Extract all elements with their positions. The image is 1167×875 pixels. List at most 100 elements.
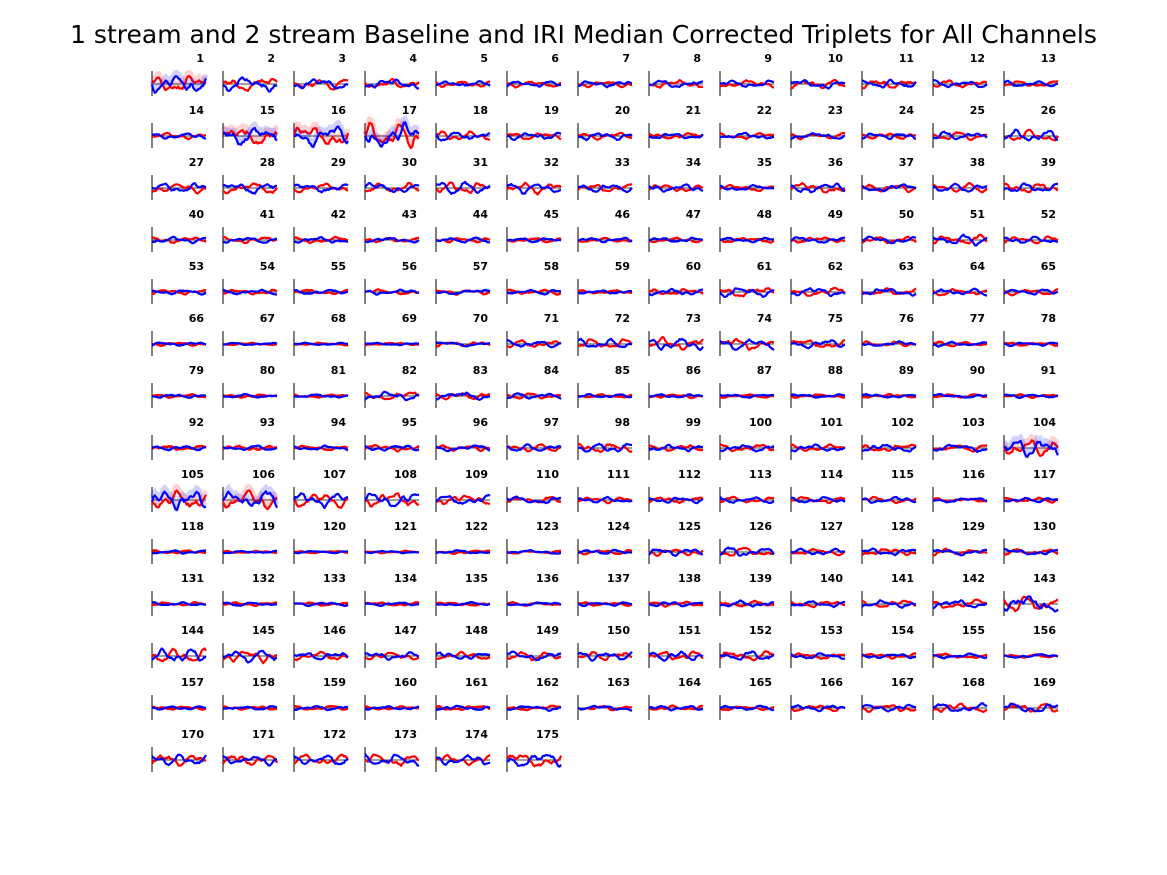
- series-1-line: [506, 392, 562, 400]
- panel-3: 3: [293, 52, 349, 96]
- panel-65: 65: [1003, 260, 1059, 304]
- series-2-line: [435, 288, 491, 295]
- series-1-line: [932, 79, 988, 89]
- panel-76: 76: [861, 312, 917, 356]
- series-1-line: [222, 754, 279, 766]
- panel-label: 49: [828, 208, 843, 221]
- panel-label: 132: [252, 572, 275, 585]
- panel-label: 11: [899, 52, 914, 65]
- panel-149: 149: [506, 624, 562, 668]
- panel-label: 42: [331, 208, 346, 221]
- series-2-line: [790, 236, 845, 244]
- series-2-line: [719, 393, 775, 399]
- panel-label: 96: [473, 416, 489, 429]
- panel-161: 161: [435, 676, 491, 720]
- panel-label: 53: [189, 260, 204, 273]
- panel-54: 54: [222, 260, 278, 304]
- series-2-line: [293, 236, 349, 244]
- panel-label: 164: [678, 676, 701, 689]
- panel-159: 159: [293, 676, 349, 720]
- series-1-line: [719, 495, 775, 504]
- panel-label: 55: [331, 260, 346, 273]
- panel-label: 118: [181, 520, 204, 533]
- panel-171: 171: [222, 728, 279, 772]
- panel-75: 75: [790, 312, 846, 356]
- panel-label: 147: [394, 624, 417, 637]
- panel-label: 77: [970, 312, 985, 325]
- panel-label: 115: [891, 468, 914, 481]
- panel-32: 32: [506, 156, 562, 200]
- panel-label: 144: [181, 624, 204, 637]
- panel-label: 139: [749, 572, 772, 585]
- panel-82: 82: [364, 364, 420, 408]
- series-2-line: [364, 121, 420, 148]
- series-2-line: [151, 753, 207, 767]
- panel-label: 24: [899, 104, 915, 117]
- panel-label: 79: [189, 364, 204, 377]
- panel-label: 125: [678, 520, 701, 533]
- series-2-line: [436, 600, 491, 607]
- panel-36: 36: [790, 156, 846, 200]
- series-2-line: [1003, 496, 1059, 504]
- series-2-line: [435, 131, 491, 142]
- panel-label: 65: [1041, 260, 1056, 273]
- panel-label: 58: [544, 260, 559, 273]
- panel-152: 152: [719, 624, 775, 668]
- series-2-line: [222, 755, 277, 767]
- panel-label: 133: [323, 572, 346, 585]
- panel-label: 145: [252, 624, 275, 637]
- panel-26: 26: [1003, 104, 1059, 148]
- series-1-line: [861, 704, 917, 713]
- series-2-line: [364, 601, 420, 608]
- panel-156: 156: [1003, 624, 1059, 668]
- series-1-line: [435, 704, 491, 712]
- panel-174: 174: [435, 728, 491, 772]
- series-2-line: [577, 651, 633, 662]
- series-2-band: [222, 120, 279, 144]
- series-1-line: [506, 754, 563, 768]
- series-2-line: [577, 495, 633, 504]
- panel-122: 122: [435, 520, 491, 564]
- panel-label: 27: [189, 156, 204, 169]
- series-2-line: [932, 340, 988, 348]
- panel-25: 25: [932, 104, 988, 148]
- panel-label: 14: [189, 104, 205, 117]
- series-2-line: [365, 237, 420, 244]
- series-2-line: [790, 287, 846, 298]
- panel-label: 105: [181, 468, 204, 481]
- series-2-band: [220, 483, 280, 506]
- panel-label: 136: [536, 572, 559, 585]
- panel-label: 41: [260, 208, 275, 221]
- panel-2: 2: [222, 52, 278, 96]
- series-2-line: [364, 549, 420, 555]
- panel-19: 19: [506, 104, 562, 148]
- series-2-line: [648, 704, 704, 712]
- series-2-line: [932, 548, 988, 557]
- panel-72: 72: [577, 312, 633, 356]
- panel-80: 80: [222, 364, 278, 408]
- panel-label: 155: [962, 624, 985, 637]
- series-1-line: [932, 181, 988, 194]
- panel-label: 130: [1033, 520, 1056, 533]
- series-1-line: [719, 546, 774, 557]
- series-2-line: [861, 288, 917, 297]
- panel-label: 87: [757, 364, 772, 377]
- panel-label: 123: [536, 520, 559, 533]
- panel-label: 104: [1033, 416, 1056, 429]
- panel-label: 97: [544, 416, 559, 429]
- series-2-line: [435, 753, 491, 766]
- series-2-line: [932, 287, 987, 297]
- panel-24: 24: [861, 104, 917, 148]
- series-2-line: [222, 341, 278, 346]
- series-1-line: [151, 489, 207, 509]
- series-2-line: [365, 341, 420, 347]
- panel-label: 108: [394, 468, 417, 481]
- panel-label: 57: [473, 260, 488, 273]
- panel-69: 69: [364, 312, 420, 356]
- series-1-line: [648, 236, 704, 244]
- series-1-line: [932, 340, 988, 348]
- series-2-line: [506, 392, 562, 400]
- panel-103: 103: [932, 416, 988, 460]
- series-2-line: [506, 80, 562, 88]
- series-1-line: [648, 548, 704, 558]
